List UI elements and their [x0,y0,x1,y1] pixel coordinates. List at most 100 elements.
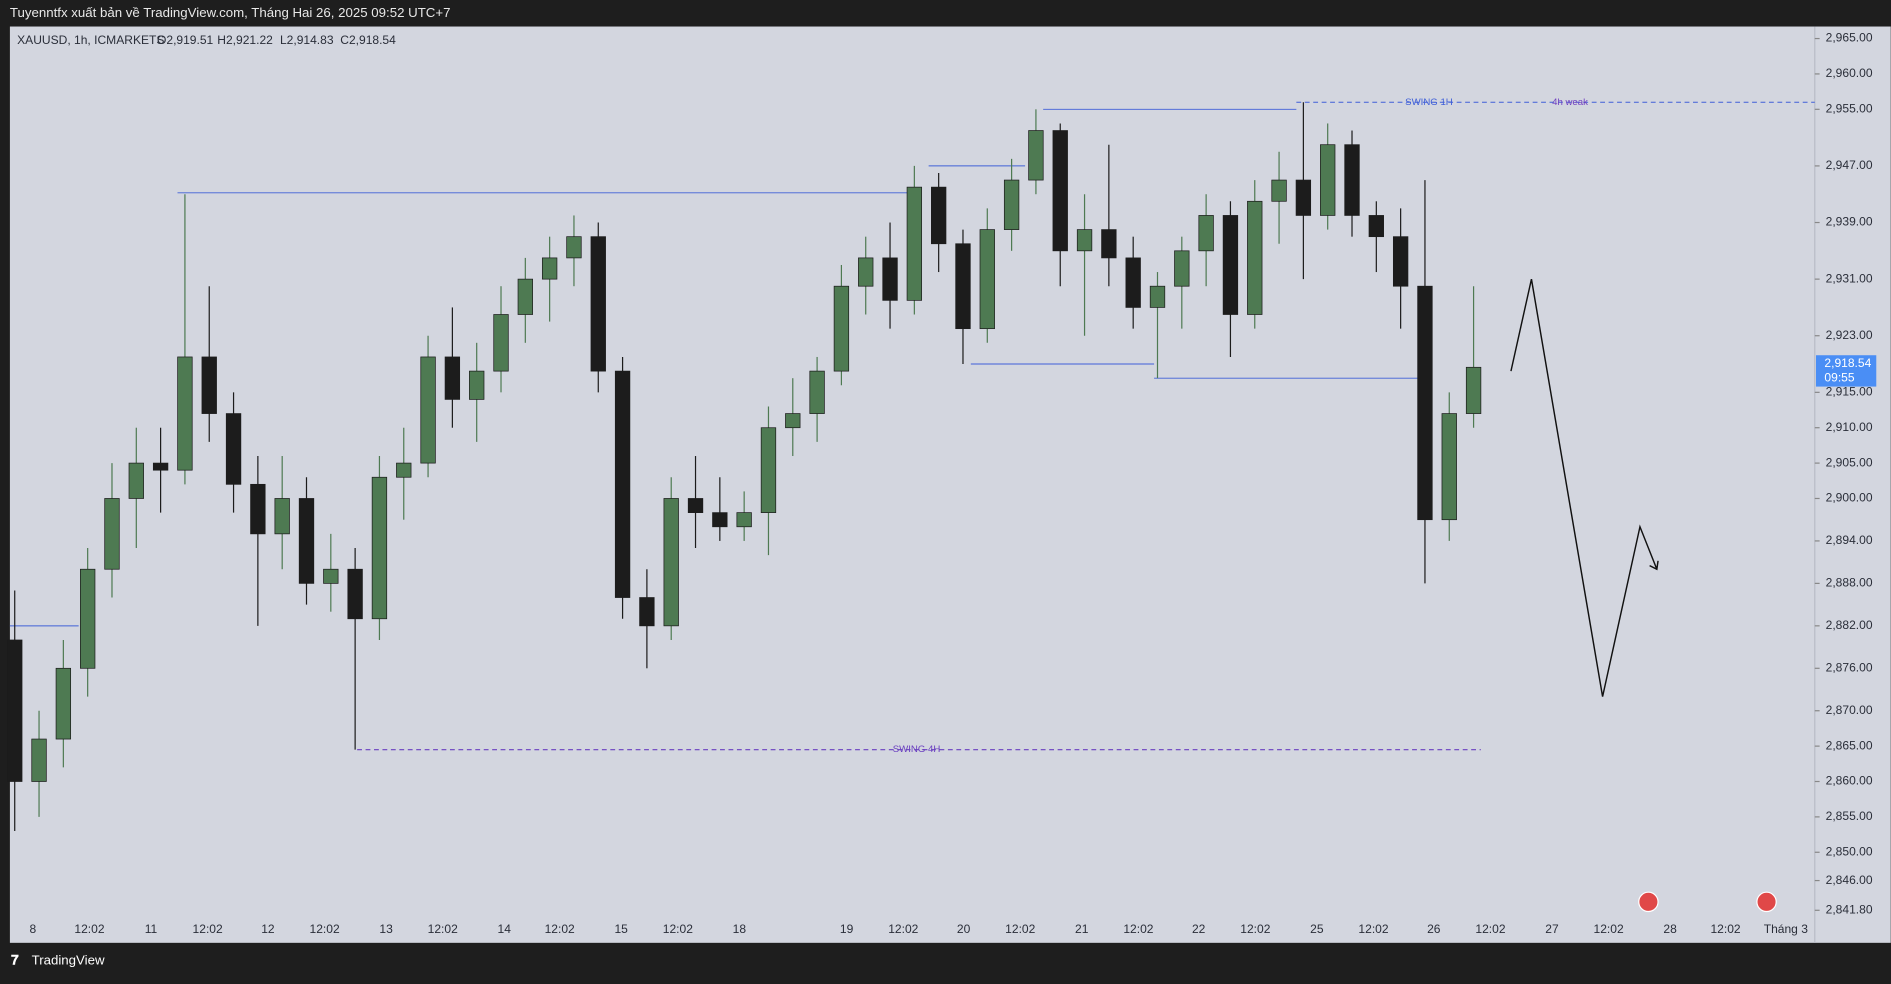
projection-arrowhead [1649,560,1659,571]
candle-body [371,476,388,620]
candle-body [469,370,485,400]
legend-low: L2,914.83 [280,33,334,47]
candle-body [201,356,217,414]
x-tick-label: 26 [1427,922,1441,936]
candle-body [858,257,874,287]
y-tick-label: 2,923.00 [1826,328,1873,342]
footer-brand[interactable]: TradingView [32,952,105,967]
candle-body [225,413,242,485]
y-tick-label: 2,846.00 [1826,873,1873,887]
candle-body [347,568,363,620]
x-tick-label: 12 [261,922,275,936]
candle-body [1417,285,1433,521]
candle-body [1441,413,1457,521]
candle-body [274,498,290,535]
y-tick-label: 2,888.00 [1826,576,1873,590]
candle-body [493,314,509,372]
candle-body [420,356,436,464]
last-price-tag [1815,355,1877,387]
y-tick-label: 2,860.00 [1826,774,1873,788]
tv-logo-mark: 𝟕 [11,952,19,967]
x-tick-label: 12:02 [1710,922,1740,936]
x-tick-label: 28 [1663,922,1677,936]
candle-body [712,512,728,528]
candle-body [1271,179,1287,202]
x-tick-label: 12:02 [1475,922,1505,936]
x-tick-label: 12:02 [1358,922,1388,936]
x-tick-label: 8 [29,922,36,936]
y-tick-label: 2,947.00 [1826,158,1873,172]
candle-body [1052,130,1068,252]
candle-body [517,278,533,315]
legend-open: O2,919.51 [157,33,214,47]
x-tick-label: 12:02 [310,922,340,936]
candle-body [541,257,558,280]
candle-body [809,370,825,414]
y-tick-label: 2,960.00 [1826,66,1873,80]
candle-body [590,236,606,372]
candle-body [1003,179,1020,230]
x-tick-label: 25 [1310,922,1324,936]
legend-high: H2,921.22 [217,33,273,47]
x-tick-label: 12:02 [888,922,918,936]
y-tick-label: 2,931.00 [1826,271,1873,285]
candle-body [31,738,47,782]
x-tick-label: 12:02 [428,922,458,936]
x-tick-label: 12:02 [1594,922,1624,936]
candle-body [250,483,266,535]
plot-background [9,26,1891,943]
candle-body [614,370,631,598]
candle-body [687,498,704,513]
candle-body [906,186,923,301]
countdown-label: 09:55 [1824,370,1854,384]
x-tick-label: 13 [379,922,393,936]
candle-body [177,356,193,471]
x-tick-label: 12:02 [545,922,575,936]
y-tick-label: 2,876.00 [1826,660,1873,674]
candle-body [396,462,412,478]
candle-body [1101,229,1117,259]
candle-body [323,568,339,584]
candle-body [1368,215,1384,238]
event-icon[interactable] [1756,891,1777,913]
y-tick-label: 2,939.00 [1826,215,1873,229]
x-tick-label: 22 [1192,922,1206,936]
candle-body [1392,236,1409,287]
y-tick-label: 2,850.00 [1826,844,1873,858]
y-tick-label: 2,882.00 [1826,618,1873,632]
candle-body [1149,285,1166,308]
candle-body [1076,229,1093,252]
y-tick-label: 2,855.00 [1826,809,1873,823]
x-tick-label: 18 [733,922,747,936]
x-tick-label: 27 [1545,922,1559,936]
candle-body [1295,179,1312,216]
candle-body [833,285,850,372]
y-tick-label: 2,841.80 [1826,902,1873,916]
annotation-label: 4h weak [1552,97,1588,108]
x-tick-label: 12:02 [1005,922,1035,936]
candle-body [785,413,801,429]
legend-close: C2,918.54 [340,33,396,47]
candle-body [298,498,315,584]
annotation-label: SWING 1H [1405,97,1453,108]
y-tick-label: 2,955.00 [1826,101,1873,115]
x-tick-label: 20 [957,922,971,936]
candle-body [1222,215,1239,315]
x-tick-label: Tháng 3 [1764,922,1809,936]
header-title: Tuyenntfx xuất bản về TradingView.com, T… [10,5,451,20]
candle-body [760,427,777,513]
candle-body [882,257,898,301]
x-tick-label: 19 [840,922,854,936]
y-tick-label: 2,865.00 [1826,738,1873,752]
candle-body [979,229,995,330]
candle-body [152,462,169,471]
candle-body [7,639,23,782]
candle-body [931,186,947,245]
event-icon[interactable] [1638,891,1659,913]
x-tick-label: 12:02 [1240,922,1270,936]
candle-body [1198,215,1214,252]
last-price-label: 2,918.54 [1824,356,1871,370]
x-tick-label: 15 [614,922,628,936]
x-tick-label: 12:02 [663,922,693,936]
candle-body [736,512,752,528]
